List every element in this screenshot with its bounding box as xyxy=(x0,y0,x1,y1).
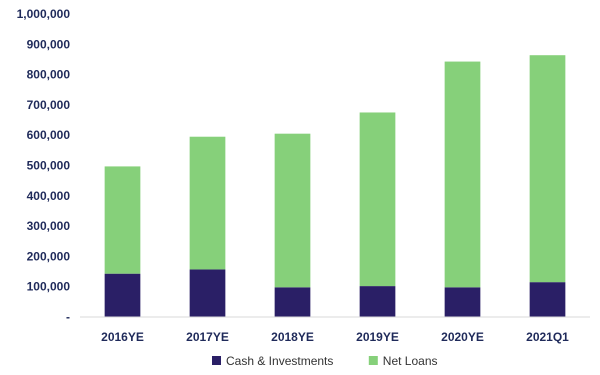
y-tick-label: 100,000 xyxy=(27,280,71,294)
y-tick-label: 600,000 xyxy=(27,128,71,142)
y-tick-label: 500,000 xyxy=(27,159,71,173)
legend-swatch xyxy=(368,356,378,365)
x-tick-label: 2019YE xyxy=(356,330,399,344)
bar-segment xyxy=(444,61,481,288)
legend: Cash & Investments Net Loans xyxy=(212,354,438,368)
x-axis: 2016YE 2017YE 2018YE 2019YE 2020YE 2021Q1 xyxy=(80,316,590,344)
bars-group xyxy=(104,55,566,317)
y-axis: - 100,000 200,000 300,000 400,000 500,000 600,… xyxy=(17,7,71,324)
x-tick-label: 2018YE xyxy=(271,330,314,344)
legend-label: Cash & Investments xyxy=(226,354,333,368)
x-tick-label: 2021Q1 xyxy=(526,330,569,344)
legend-label: Net Loans xyxy=(383,354,438,368)
bar-segment xyxy=(359,112,396,287)
legend-swatch xyxy=(212,356,221,365)
y-tick-label: 200,000 xyxy=(27,249,71,263)
bar-segment xyxy=(359,286,396,317)
x-tick-label: 2020YE xyxy=(441,330,484,344)
bar-segment xyxy=(104,166,141,274)
y-tick-label: - xyxy=(66,310,70,324)
bar-segment xyxy=(529,55,566,283)
y-tick-label: 400,000 xyxy=(27,189,71,203)
y-tick-label: 800,000 xyxy=(27,68,71,82)
x-tick-label: 2017YE xyxy=(186,330,229,344)
bar-segment xyxy=(189,269,226,317)
y-tick-label: 1,000,000 xyxy=(17,7,71,21)
x-tick-label: 2016YE xyxy=(101,330,144,344)
bar-segment xyxy=(529,282,566,317)
bar-segment xyxy=(104,273,141,317)
y-tick-label: 300,000 xyxy=(27,219,71,233)
y-tick-label: 900,000 xyxy=(27,37,71,51)
bar-segment xyxy=(274,287,311,317)
bar-segment xyxy=(444,287,481,317)
bar-segment xyxy=(274,133,311,288)
y-tick-label: 700,000 xyxy=(27,98,71,112)
bar-segment xyxy=(189,136,226,270)
